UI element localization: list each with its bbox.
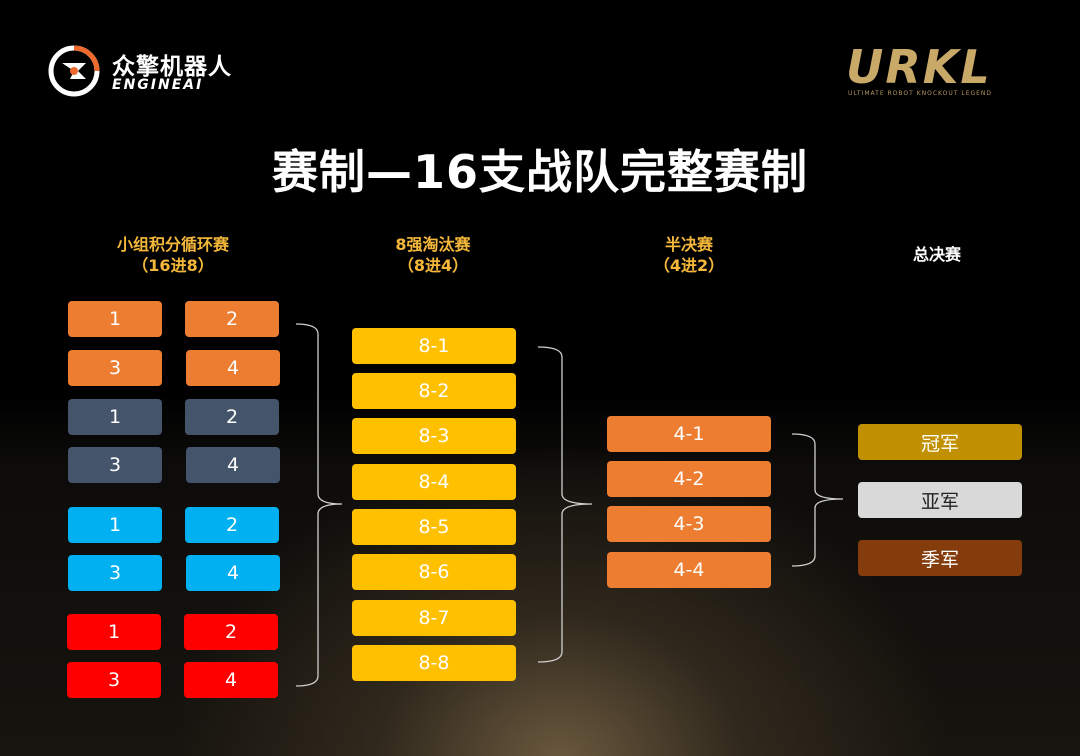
group-1-team: 1: [68, 301, 162, 337]
group-4-team: 3: [67, 662, 161, 698]
group-1-team: 3: [68, 350, 162, 386]
final-runner-up: 亚军: [858, 482, 1022, 518]
engineai-logo-icon: [48, 45, 100, 97]
group-1-team: 2: [185, 301, 279, 337]
group-1-team: 4: [186, 350, 280, 386]
semifinal-slot: 4-2: [607, 461, 771, 497]
stage-header-final-line1: 总决赛: [912, 245, 961, 264]
group-2-team: 2: [185, 399, 279, 435]
bracket-semi-to-final: [791, 433, 844, 567]
stage-header-group-line2: （16进8）: [132, 256, 214, 275]
stage-header-group-line1: 小组积分循环赛: [116, 235, 229, 254]
group-3-team: 2: [185, 507, 279, 543]
engineai-logo-en: ENGINEAI: [112, 77, 204, 93]
stage-header-quarter-line2: （8进4）: [397, 256, 469, 275]
engineai-logo: 众擎机器人 ENGINEAI: [48, 45, 248, 99]
stage-header-quarter: 8强淘汰赛 （8进4）: [348, 234, 518, 276]
group-2-team: 3: [68, 447, 162, 483]
stage-header-group: 小组积分循环赛 （16进8）: [88, 234, 258, 276]
stage-header-final: 总决赛: [852, 244, 1022, 265]
group-3-team: 3: [68, 555, 162, 591]
quarterfinal-slot: 8-4: [352, 464, 516, 500]
stage-header-semi-line2: （4进2）: [653, 256, 725, 275]
quarterfinal-slot: 8-5: [352, 509, 516, 545]
page-title: 赛制—16支战队完整赛制: [271, 145, 808, 199]
final-champion: 冠军: [858, 424, 1022, 460]
quarterfinal-slot: 8-2: [352, 373, 516, 409]
urkl-logo-text: URKL: [846, 40, 992, 94]
quarterfinal-slot: 8-8: [352, 645, 516, 681]
group-4-team: 1: [67, 614, 161, 650]
engineai-logo-cn: 众擎机器人: [112, 54, 232, 80]
group-2-team: 1: [68, 399, 162, 435]
quarterfinal-slot: 8-6: [352, 554, 516, 590]
semifinal-slot: 4-3: [607, 506, 771, 542]
group-3-team: 1: [68, 507, 162, 543]
bracket-quarter-to-semi: [537, 346, 593, 663]
quarterfinal-slot: 8-7: [352, 600, 516, 636]
urkl-logo-tagline: ULTIMATE ROBOT KNOCKOUT LEGEND: [848, 90, 993, 97]
group-2-team: 4: [186, 447, 280, 483]
quarterfinal-slot: 8-3: [352, 418, 516, 454]
stage-header-semi: 半决赛 （4进2）: [604, 234, 774, 276]
group-4-team: 2: [184, 614, 278, 650]
final-third-place: 季军: [858, 540, 1022, 576]
stage-header-semi-line1: 半决赛: [664, 235, 713, 254]
group-4-team: 4: [184, 662, 278, 698]
stage-header-quarter-line1: 8强淘汰赛: [395, 235, 471, 254]
group-3-team: 4: [186, 555, 280, 591]
bracket-group-to-quarter: [295, 323, 343, 687]
quarterfinal-slot: 8-1: [352, 328, 516, 364]
semifinal-slot: 4-1: [607, 416, 771, 452]
semifinal-slot: 4-4: [607, 552, 771, 588]
urkl-logo: URKL ULTIMATE ROBOT KNOCKOUT LEGEND: [846, 44, 1036, 100]
